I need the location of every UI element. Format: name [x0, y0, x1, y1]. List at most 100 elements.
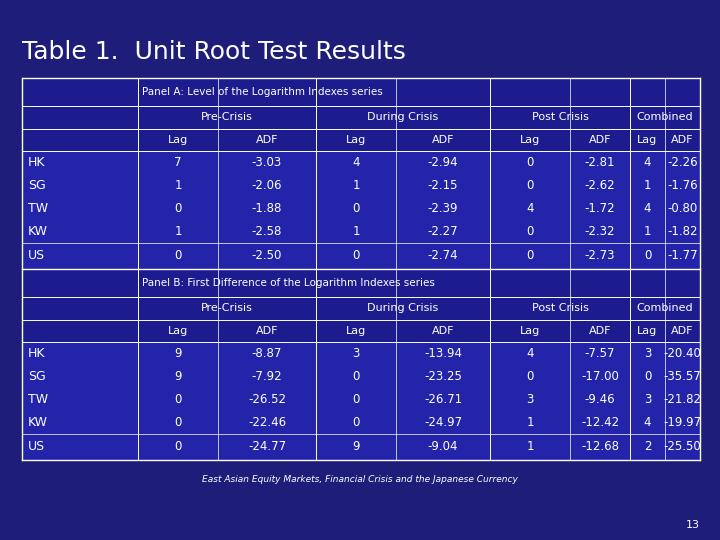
Text: -21.82: -21.82: [664, 393, 701, 406]
Text: -8.87: -8.87: [252, 347, 282, 360]
Bar: [22, 129, 700, 151]
Text: 0: 0: [174, 249, 181, 262]
Bar: [22, 365, 700, 388]
Bar: [22, 320, 700, 342]
Bar: [22, 106, 700, 129]
Text: TW: TW: [28, 393, 48, 406]
Text: 2: 2: [644, 440, 652, 453]
Text: 0: 0: [352, 416, 360, 429]
Text: US: US: [28, 249, 45, 262]
Text: Lag: Lag: [520, 326, 540, 336]
Bar: [22, 434, 700, 460]
Bar: [22, 411, 700, 434]
Text: -26.71: -26.71: [424, 393, 462, 406]
Text: -24.77: -24.77: [248, 440, 286, 453]
Text: -0.80: -0.80: [667, 202, 698, 215]
Text: 1: 1: [644, 225, 652, 238]
Text: SG: SG: [28, 370, 46, 383]
Text: -2.58: -2.58: [252, 225, 282, 238]
Text: 1: 1: [352, 225, 360, 238]
Text: 4: 4: [526, 202, 534, 215]
Text: US: US: [28, 440, 45, 453]
Text: 1: 1: [174, 179, 181, 192]
Text: -2.32: -2.32: [585, 225, 616, 238]
Text: 0: 0: [174, 416, 181, 429]
Text: 4: 4: [644, 156, 652, 170]
Text: 4: 4: [644, 202, 652, 215]
Text: 3: 3: [644, 347, 651, 360]
Text: SG: SG: [28, 179, 46, 192]
Text: 4: 4: [644, 416, 652, 429]
Text: HK: HK: [28, 347, 45, 360]
Text: Panel A: Level of the Logarithm Indexes series: Panel A: Level of the Logarithm Indexes …: [142, 87, 383, 97]
Text: TW: TW: [28, 202, 48, 215]
Text: During Crisis: During Crisis: [367, 303, 438, 313]
Text: -2.62: -2.62: [585, 179, 616, 192]
Text: -1.77: -1.77: [667, 249, 698, 262]
Text: 3: 3: [352, 347, 360, 360]
Text: KW: KW: [28, 416, 48, 429]
Text: -2.39: -2.39: [428, 202, 458, 215]
Text: ADF: ADF: [671, 135, 694, 145]
Text: During Crisis: During Crisis: [367, 112, 438, 122]
Bar: [22, 197, 700, 220]
Text: 0: 0: [526, 370, 534, 383]
Text: -12.68: -12.68: [581, 440, 619, 453]
Bar: [22, 388, 700, 411]
Text: 1: 1: [644, 179, 652, 192]
Text: -2.94: -2.94: [428, 156, 459, 170]
Text: -2.74: -2.74: [428, 249, 459, 262]
Text: 1: 1: [526, 440, 534, 453]
Text: 9: 9: [174, 370, 181, 383]
Text: Combined: Combined: [636, 112, 693, 122]
Text: 9: 9: [174, 347, 181, 360]
Text: Lag: Lag: [346, 135, 366, 145]
Text: 0: 0: [352, 393, 360, 406]
Text: 0: 0: [526, 156, 534, 170]
Text: Lag: Lag: [637, 326, 657, 336]
Text: -2.26: -2.26: [667, 156, 698, 170]
Bar: [22, 174, 700, 197]
Text: 13: 13: [686, 520, 700, 530]
Text: KW: KW: [28, 225, 48, 238]
Text: ADF: ADF: [671, 326, 694, 336]
Text: HK: HK: [28, 156, 45, 170]
Bar: [22, 151, 700, 174]
Text: -22.46: -22.46: [248, 416, 286, 429]
Text: 0: 0: [644, 370, 651, 383]
Text: -9.04: -9.04: [428, 440, 458, 453]
Text: -35.57: -35.57: [664, 370, 701, 383]
Text: East Asian Equity Markets, Financial Crisis and the Japanese Currency: East Asian Equity Markets, Financial Cri…: [202, 476, 518, 484]
Text: 9: 9: [352, 440, 360, 453]
Text: -13.94: -13.94: [424, 347, 462, 360]
Text: -2.50: -2.50: [252, 249, 282, 262]
Text: ADF: ADF: [256, 135, 278, 145]
Text: -19.97: -19.97: [663, 416, 701, 429]
Text: -1.72: -1.72: [585, 202, 616, 215]
Text: Combined: Combined: [636, 303, 693, 313]
Text: -24.97: -24.97: [424, 416, 462, 429]
Text: 0: 0: [174, 393, 181, 406]
Text: 0: 0: [352, 249, 360, 262]
Text: -2.06: -2.06: [252, 179, 282, 192]
Text: Table 1.  Unit Root Test Results: Table 1. Unit Root Test Results: [22, 40, 406, 64]
Text: -23.25: -23.25: [424, 370, 462, 383]
Text: -26.52: -26.52: [248, 393, 286, 406]
Text: -25.50: -25.50: [664, 440, 701, 453]
Text: 0: 0: [174, 440, 181, 453]
Text: -20.40: -20.40: [664, 347, 701, 360]
Text: ADF: ADF: [432, 326, 454, 336]
Text: -1.88: -1.88: [252, 202, 282, 215]
Text: -9.46: -9.46: [585, 393, 616, 406]
Text: 1: 1: [174, 225, 181, 238]
Text: 4: 4: [526, 347, 534, 360]
Bar: [22, 78, 700, 106]
Text: -3.03: -3.03: [252, 156, 282, 170]
Text: 0: 0: [526, 225, 534, 238]
Text: -7.57: -7.57: [585, 347, 616, 360]
Text: 3: 3: [526, 393, 534, 406]
Text: Post Crisis: Post Crisis: [531, 112, 588, 122]
Text: Lag: Lag: [168, 326, 188, 336]
Text: ADF: ADF: [432, 135, 454, 145]
Text: 0: 0: [526, 179, 534, 192]
